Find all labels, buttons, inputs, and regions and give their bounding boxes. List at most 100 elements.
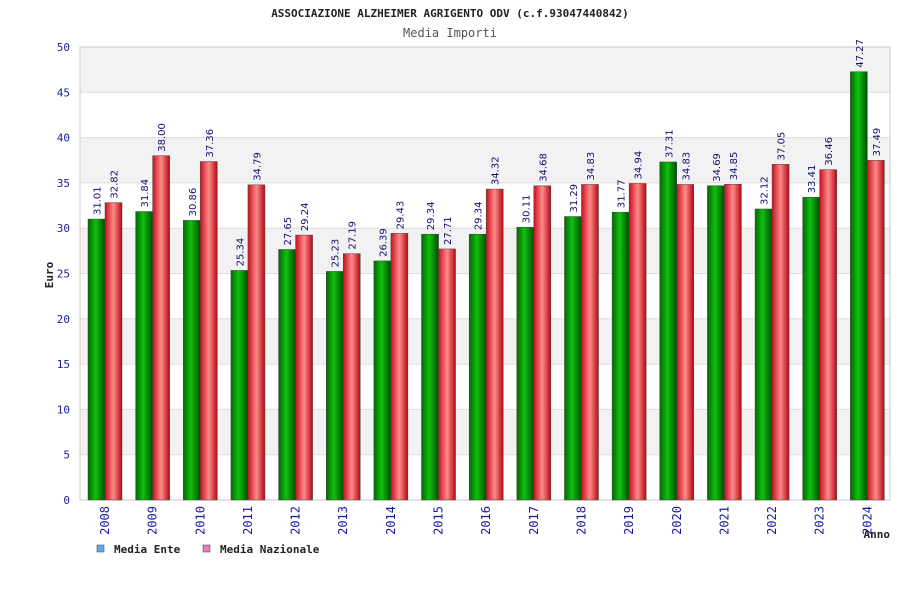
grid-band (80, 47, 890, 93)
x-tick-label: 2021 (717, 506, 731, 535)
y-tick-label: 40 (57, 132, 70, 145)
bar-media-nazionale (247, 184, 266, 501)
data-label: 38.00 (157, 123, 168, 152)
legend-swatch (202, 544, 211, 553)
bar-media-nazionale (533, 185, 552, 501)
x-axis-label: Anno (864, 528, 891, 541)
bar-media-nazionale (771, 164, 790, 501)
x-tick-label: 2018 (574, 506, 588, 535)
data-label: 34.32 (491, 156, 502, 185)
x-tick-label: 2023 (813, 506, 827, 535)
data-label: 30.11 (521, 195, 532, 224)
data-label: 31.01 (93, 186, 104, 215)
data-label: 34.94 (634, 151, 645, 180)
data-label: 34.83 (681, 152, 692, 181)
y-tick-label: 15 (57, 358, 70, 371)
y-tick-label: 5 (63, 449, 70, 462)
data-label: 37.49 (872, 128, 883, 157)
bar-media-nazionale (295, 234, 313, 501)
bar-media-ente (373, 260, 392, 501)
bar-media-nazionale (104, 202, 123, 501)
bar-media-nazionale (200, 161, 218, 501)
y-tick-label: 0 (63, 494, 70, 507)
data-label: 27.65 (283, 217, 294, 246)
y-tick-label: 20 (57, 313, 70, 326)
y-tick-label: 25 (57, 268, 70, 281)
chart-title: ASSOCIAZIONE ALZHEIMER AGRIGENTO ODV (c.… (271, 7, 629, 20)
data-label: 25.34 (235, 238, 246, 267)
x-tick-label: 2010 (193, 506, 207, 535)
bar-media-ente (659, 161, 678, 501)
x-tick-label: 2013 (336, 506, 350, 535)
bar-media-ente (325, 271, 344, 501)
data-label: 33.41 (807, 165, 818, 194)
y-tick-label: 45 (57, 86, 70, 99)
bar-media-ente (754, 208, 773, 501)
x-tick-label: 2022 (765, 506, 779, 535)
plot-area: 0 5 10 15 20 25 30 35 40 45 50 31.01 32.82 2008 31.84 3… (57, 39, 891, 535)
bar-media-nazionale (152, 155, 170, 501)
data-label: 37.31 (664, 129, 675, 158)
bar-media-ente (564, 216, 582, 501)
legend-label: Media Nazionale (220, 543, 320, 556)
chart-subtitle: Media Importi (403, 26, 497, 40)
x-tick-label: 2017 (527, 506, 541, 535)
data-label: 27.71 (443, 216, 454, 245)
legend: Media Ente Media Nazionale (96, 543, 320, 556)
legend-label: Media Ente (114, 543, 181, 556)
bar-media-ente (87, 218, 106, 501)
data-label: 34.85 (729, 152, 740, 181)
y-tick-label: 30 (57, 222, 70, 235)
data-label: 31.29 (569, 184, 580, 213)
data-label: 36.46 (824, 137, 835, 166)
data-label: 37.36 (205, 129, 216, 158)
bar-media-ente (850, 71, 868, 501)
x-tick-label: 2015 (432, 506, 446, 535)
x-tick-label: 2019 (622, 506, 636, 535)
x-tick-label: 2011 (241, 506, 255, 535)
data-label: 34.68 (538, 153, 549, 182)
bar-media-nazionale (867, 160, 885, 501)
bar-media-ente (468, 233, 487, 501)
data-label: 34.79 (252, 152, 263, 181)
x-tick-label: 2009 (146, 506, 160, 535)
grid-band (80, 92, 890, 138)
bar-media-ente (421, 233, 439, 501)
x-tick-label: 2016 (479, 506, 493, 535)
data-label: 32.12 (760, 176, 771, 205)
legend-swatch (96, 544, 105, 553)
bar-media-ente (611, 211, 630, 501)
bar-media-nazionale (676, 184, 695, 501)
bar-media-nazionale (485, 188, 504, 501)
bar-media-nazionale (628, 183, 647, 501)
bar-media-ente (516, 226, 535, 501)
data-label: 34.83 (586, 152, 597, 181)
bar-media-nazionale (438, 248, 456, 501)
bar-media-nazionale (342, 253, 361, 501)
bar-media-ente (278, 249, 296, 501)
x-tick-label: 2014 (384, 506, 398, 535)
bar-media-nazionale (819, 169, 837, 501)
data-label: 32.82 (110, 170, 121, 199)
data-label: 26.39 (378, 228, 389, 257)
data-label: 29.24 (300, 202, 311, 231)
y-axis-label: Euro (43, 261, 56, 288)
x-tick-label: 2024 (860, 506, 874, 535)
bar-media-ente (230, 270, 249, 501)
bar-media-ente (183, 220, 201, 501)
bar-media-ente (802, 197, 820, 501)
x-tick-label: 2012 (289, 506, 303, 535)
bar-media-nazionale (724, 184, 742, 501)
x-tick-label: 2008 (98, 506, 112, 535)
data-label: 29.34 (474, 202, 485, 231)
data-label: 31.77 (617, 180, 628, 209)
data-label: 25.23 (331, 239, 342, 268)
bar-media-nazionale (581, 184, 599, 501)
y-tick-label: 35 (57, 177, 70, 190)
data-label: 31.84 (140, 179, 151, 208)
data-label: 29.43 (395, 201, 406, 230)
bar-media-ente (135, 211, 153, 501)
y-tick-label: 10 (57, 403, 70, 416)
bar-media-ente (707, 185, 725, 501)
